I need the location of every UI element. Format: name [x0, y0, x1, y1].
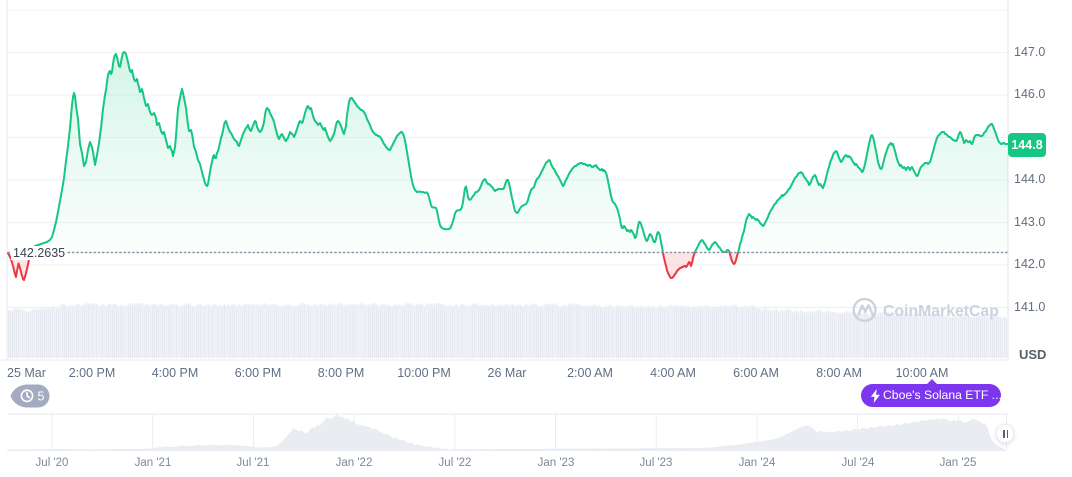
svg-text:CoinMarketCap: CoinMarketCap [883, 303, 999, 320]
svg-text:5: 5 [38, 390, 45, 404]
